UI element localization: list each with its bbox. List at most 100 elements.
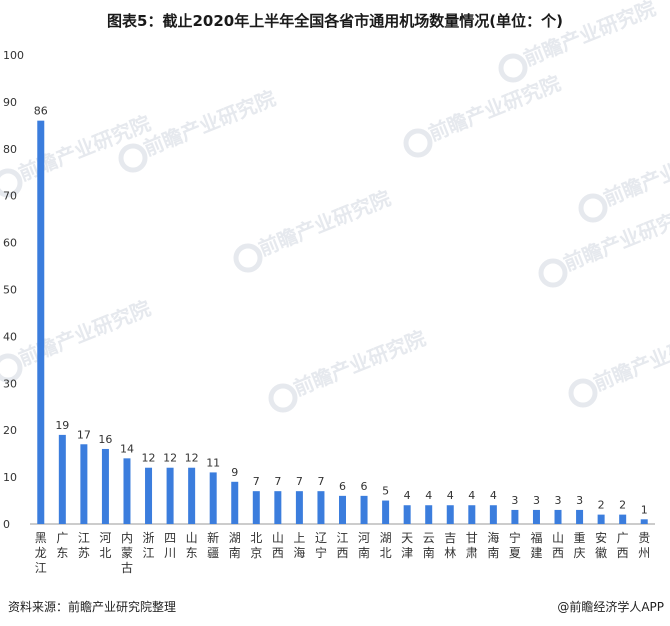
value-labels: 86 19 17 16 14 12 12 12 11 9 7 7 7 7 6 6 5 4 4 4 4 4 3 3 3 3 2 2 1	[34, 105, 648, 517]
bar	[640, 519, 648, 524]
bar	[511, 509, 519, 524]
bar-value-label: 12	[185, 452, 199, 465]
bar-value-label: 4	[447, 489, 454, 502]
bar-value-label: 4	[468, 489, 475, 502]
bar-value-label: 86	[34, 105, 48, 118]
bar-value-label: 3	[533, 494, 540, 507]
bar-value-label: 6	[339, 480, 346, 493]
bar	[360, 495, 368, 524]
bar-value-label: 11	[206, 456, 220, 469]
bar	[619, 514, 627, 524]
bar	[252, 491, 260, 524]
y-axis: 0 10 20 30 40 50 60 70 80 90 100	[3, 49, 655, 531]
bar	[403, 505, 411, 524]
svg-text:前瞻产业研究院: 前瞻产业研究院	[425, 71, 564, 146]
bar	[231, 481, 239, 524]
category-label: 辽宁	[315, 531, 327, 560]
bar-value-label: 6	[361, 480, 368, 493]
bar	[274, 491, 282, 524]
y-tick-label: 70	[3, 190, 17, 203]
bar-value-label: 2	[619, 499, 626, 512]
bar	[382, 500, 390, 524]
bar	[123, 458, 131, 524]
bar-value-label: 5	[382, 485, 389, 498]
y-tick-label: 0	[3, 518, 10, 531]
category-label: 湖南	[229, 530, 241, 560]
svg-text:前瞻产业研究院: 前瞻产业研究院	[15, 296, 154, 371]
bar	[37, 120, 45, 524]
category-label: 山西	[552, 531, 564, 560]
category-label: 河北	[99, 531, 111, 560]
y-tick-label: 60	[3, 237, 17, 250]
category-label: 重庆	[574, 531, 586, 560]
category-label: 宁夏	[509, 530, 521, 560]
bar-value-label: 3	[555, 494, 562, 507]
category-label: 山东	[186, 531, 198, 560]
category-label: 内蒙古	[121, 531, 133, 575]
category-label: 广西	[617, 531, 629, 560]
category-label: 湖北	[380, 530, 392, 560]
bar-value-label: 9	[231, 466, 238, 479]
bar	[101, 448, 109, 524]
bar	[188, 467, 196, 524]
bar-value-label: 12	[163, 452, 177, 465]
bar	[597, 514, 605, 524]
category-label: 北京	[250, 531, 262, 560]
bar-value-label: 7	[296, 475, 303, 488]
bar-value-label: 3	[576, 494, 583, 507]
svg-text:前瞻产业研究院: 前瞻产业研究院	[290, 326, 429, 401]
y-tick-label: 50	[3, 284, 17, 297]
y-tick-label: 80	[3, 143, 17, 156]
bar-value-label: 4	[425, 489, 432, 502]
category-label: 新疆	[207, 530, 219, 560]
category-label: 四川	[164, 531, 176, 560]
bar-value-label: 7	[253, 475, 260, 488]
watermark: 前瞻产业研究院	[0, 111, 154, 198]
category-label: 浙江	[143, 531, 155, 560]
y-tick-label: 10	[3, 471, 17, 484]
bar	[339, 495, 346, 524]
watermark: 前瞻产业研究院	[498, 0, 659, 83]
svg-text:前瞻产业研究院: 前瞻产业研究院	[590, 321, 670, 396]
category-label: 黑龙江	[35, 531, 47, 575]
category-labels: 黑龙江广东江苏河北内蒙古浙江四川山东新疆湖南北京山西上海辽宁江西河南湖北天津云南…	[35, 530, 650, 575]
bar-value-label: 16	[98, 433, 112, 446]
bar	[532, 509, 540, 524]
bar-value-label: 7	[274, 475, 281, 488]
svg-text:前瞻产业研究院: 前瞻产业研究院	[255, 186, 394, 261]
category-label: 云南	[423, 531, 435, 560]
watermark: 前瞻产业研究院	[233, 186, 394, 273]
credit-note: @前瞻经济学人APP	[557, 600, 664, 614]
bar-value-label: 2	[598, 499, 605, 512]
category-label: 天津	[401, 531, 413, 560]
bar-value-label: 4	[404, 489, 411, 502]
bar-value-label: 17	[77, 428, 91, 441]
category-label: 福建	[530, 530, 542, 560]
category-label: 广东	[56, 531, 68, 560]
svg-text:前瞻产业研究院: 前瞻产业研究院	[560, 201, 670, 276]
category-label: 安徽	[595, 530, 607, 560]
category-label: 江苏	[78, 531, 90, 560]
bar	[425, 505, 433, 524]
bar	[468, 505, 476, 524]
bar	[145, 467, 153, 524]
y-tick-label: 40	[3, 330, 17, 343]
source-note: 资料来源：前瞻产业研究院整理	[8, 600, 177, 614]
category-label: 上海	[293, 531, 305, 560]
bar	[489, 505, 497, 524]
svg-text:前瞻产业研究院: 前瞻产业研究院	[520, 0, 659, 71]
bar-value-label: 14	[120, 442, 134, 455]
watermark: 前瞻产业研究院	[568, 321, 670, 408]
bar	[446, 505, 454, 524]
bar	[166, 467, 174, 524]
watermark: 前瞻产业研究院	[0, 296, 154, 383]
category-label: 甘肃	[466, 531, 478, 560]
bar	[317, 491, 325, 524]
bar-value-label: 19	[55, 419, 69, 432]
category-label: 海南	[487, 530, 499, 560]
bar-value-label: 1	[641, 503, 648, 516]
category-label: 贵州	[638, 531, 650, 560]
bar	[58, 434, 66, 524]
